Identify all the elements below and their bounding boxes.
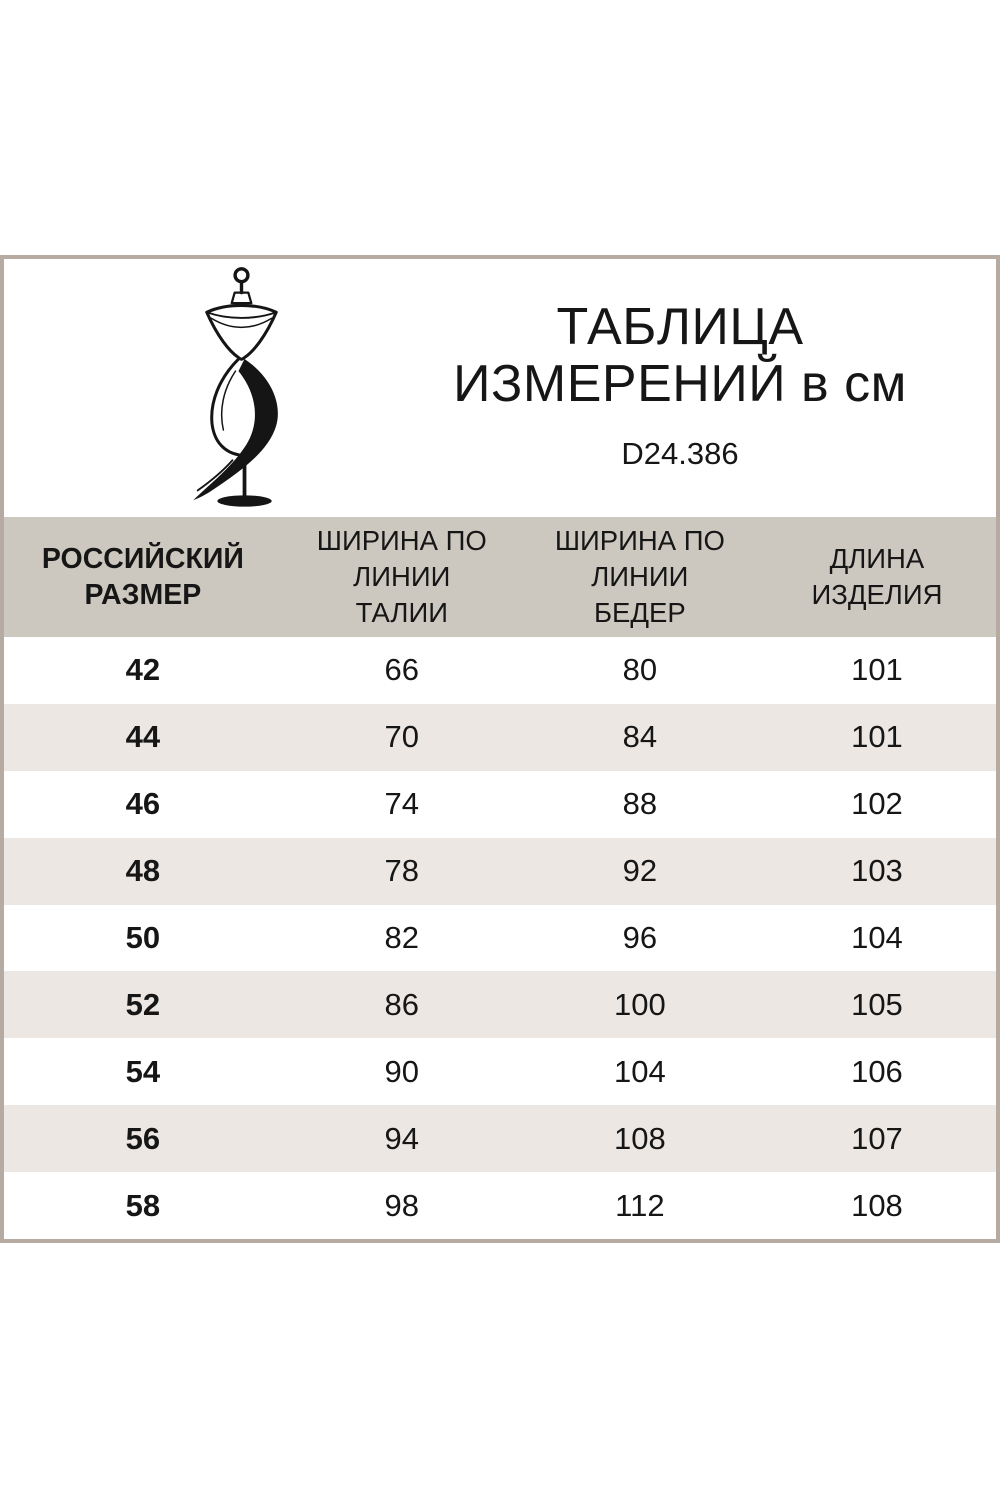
length-value: 103 bbox=[851, 853, 903, 889]
length-value: 107 bbox=[851, 1120, 903, 1156]
table-row: 56 94 108 107 bbox=[4, 1105, 996, 1173]
column-header-size: РОССИЙСКИЙ РАЗМЕР bbox=[41, 543, 244, 611]
length-value: 102 bbox=[851, 786, 903, 822]
hips-value: 92 bbox=[622, 853, 658, 889]
hips-value: 96 bbox=[622, 920, 658, 955]
hips-value: 104 bbox=[613, 1053, 666, 1089]
table-header-row: РОССИЙСКИЙ РАЗМЕР ШИРИНА ПО ЛИНИИ ТАЛИИ … bbox=[4, 517, 996, 637]
length-value: 101 bbox=[851, 719, 903, 755]
page-title-line1: ТАБЛИЦА bbox=[556, 298, 804, 356]
size-chart-panel: ТАБЛИЦА ИЗМЕРЕНИЙ в см D24.386 РОССИЙСКИ… bbox=[0, 255, 1000, 1243]
hips-value: 84 bbox=[622, 719, 658, 755]
size-value: 52 bbox=[125, 986, 161, 1022]
table-row: 58 98 112 108 bbox=[4, 1172, 996, 1240]
article-code: D24.386 bbox=[621, 436, 739, 471]
waist-value: 70 bbox=[384, 719, 420, 755]
hips-value: 80 bbox=[622, 652, 658, 688]
length-value: 106 bbox=[851, 1053, 903, 1089]
hips-value: 112 bbox=[615, 1187, 665, 1223]
hips-value: 108 bbox=[613, 1120, 666, 1156]
table-row: 42 66 80 101 bbox=[4, 637, 996, 704]
dress-form-mannequin-icon bbox=[166, 265, 317, 520]
waist-value: 98 bbox=[384, 1187, 420, 1223]
size-value: 50 bbox=[125, 920, 161, 955]
column-header-hips: ШИРИНА ПО ЛИНИИ БЕДЕР bbox=[554, 525, 725, 628]
waist-value: 94 bbox=[384, 1120, 420, 1156]
waist-value: 74 bbox=[384, 786, 420, 822]
size-value: 48 bbox=[125, 853, 161, 889]
length-value: 104 bbox=[851, 920, 903, 955]
hips-value: 100 bbox=[613, 986, 666, 1022]
table-body: 42 66 80 101 44 70 84 101 46 74 88 102 4… bbox=[4, 637, 996, 1240]
waist-value: 66 bbox=[384, 652, 420, 688]
hips-value: 88 bbox=[622, 786, 658, 822]
table-row: 46 74 88 102 bbox=[4, 770, 996, 838]
table-row: 44 70 84 101 bbox=[4, 703, 996, 771]
size-value: 54 bbox=[125, 1053, 161, 1089]
waist-value: 90 bbox=[384, 1053, 420, 1089]
size-value: 46 bbox=[125, 786, 161, 822]
waist-value: 78 bbox=[384, 853, 420, 889]
size-value: 42 bbox=[125, 652, 161, 688]
column-header-waist: ШИРИНА ПО ЛИНИИ ТАЛИИ bbox=[316, 525, 487, 628]
length-value: 105 bbox=[851, 986, 903, 1022]
size-value: 44 bbox=[125, 719, 161, 755]
table-row: 54 90 104 106 bbox=[4, 1038, 996, 1106]
panel-header: ТАБЛИЦА ИЗМЕРЕНИЙ в см D24.386 bbox=[4, 259, 996, 517]
table-row: 52 86 100 105 bbox=[4, 971, 996, 1039]
table-row: 50 82 96 104 bbox=[4, 904, 996, 972]
size-value: 56 bbox=[125, 1120, 161, 1156]
size-value: 58 bbox=[125, 1187, 161, 1223]
waist-value: 82 bbox=[384, 920, 420, 955]
title-block: ТАБЛИЦА ИЗМЕРЕНИЙ в см D24.386 bbox=[370, 299, 990, 471]
column-header-length: ДЛИНА ИЗДЕЛИЯ bbox=[811, 543, 943, 610]
length-value: 108 bbox=[851, 1187, 903, 1223]
table-row: 48 78 92 103 bbox=[4, 837, 996, 905]
page-title-line2: ИЗМЕРЕНИЙ в см bbox=[453, 355, 907, 413]
length-value: 101 bbox=[851, 652, 903, 688]
waist-value: 86 bbox=[384, 986, 420, 1022]
